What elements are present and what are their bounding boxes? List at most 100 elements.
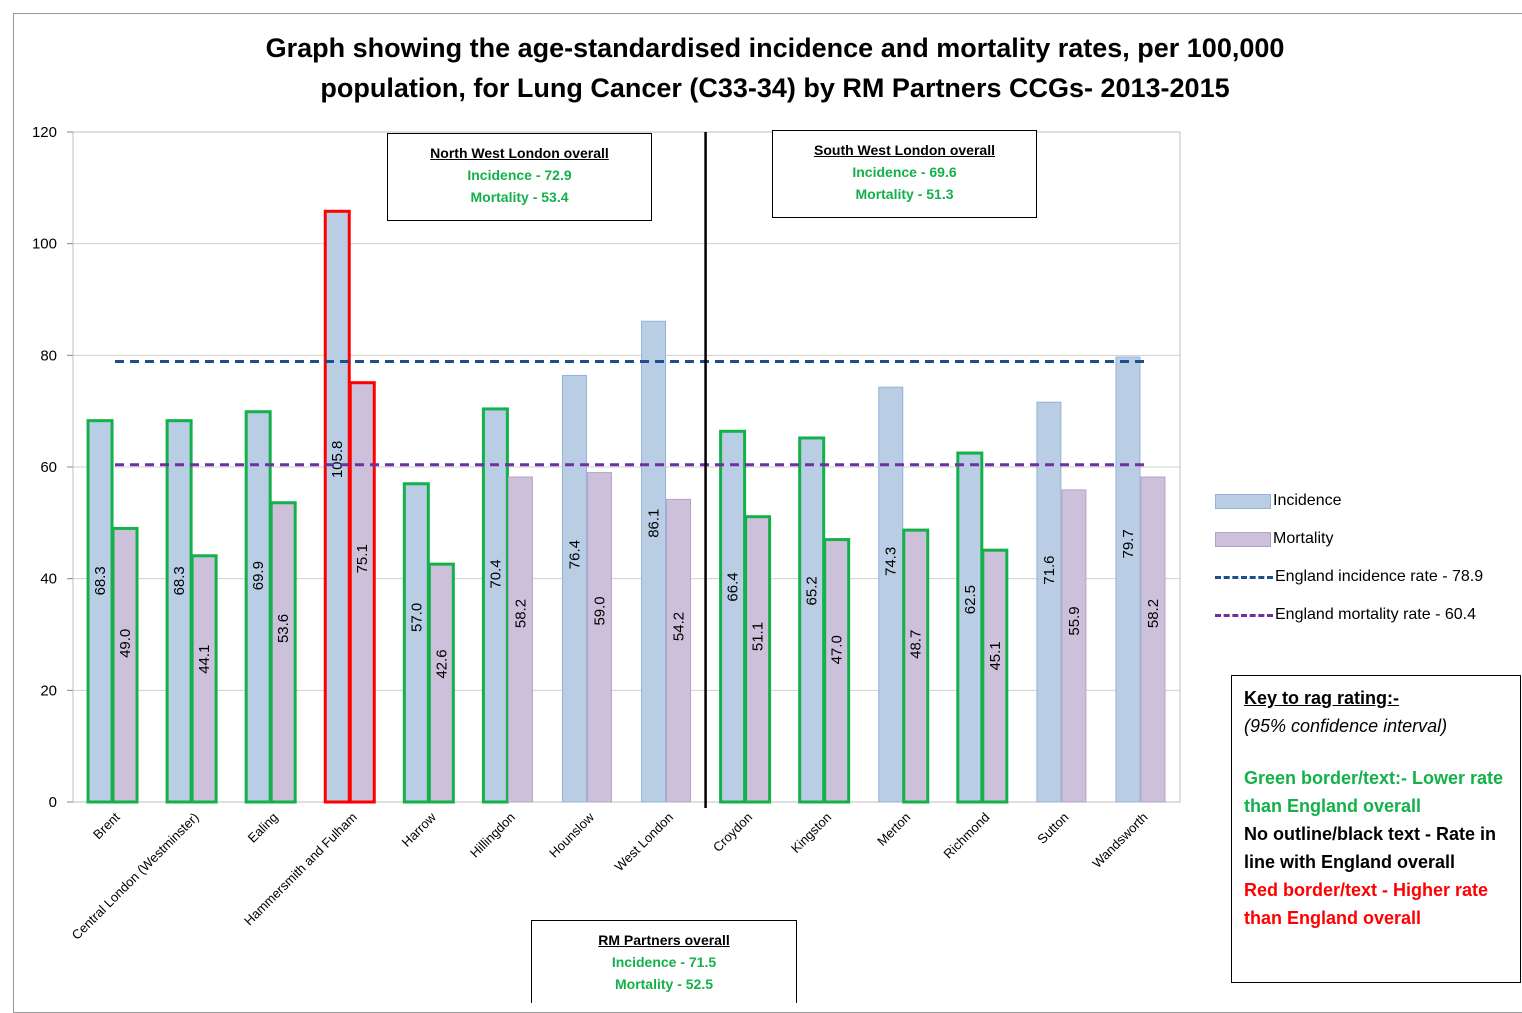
x-tick-label: Croydon xyxy=(710,810,755,855)
bar-mortality xyxy=(666,498,692,803)
value-label-mortality: 53.6 xyxy=(275,614,292,643)
x-tick-label: Brent xyxy=(90,809,123,842)
bar-mortality xyxy=(427,562,455,804)
rag-key-red: Red border/text - Higher rate than Engla… xyxy=(1244,880,1489,928)
sw-london-heading: South West London overall xyxy=(814,142,995,158)
y-tick-label: 40 xyxy=(40,571,57,588)
bar-mortality xyxy=(1140,476,1166,803)
legend-item-england-mortality: England mortality rate - 60.4 xyxy=(1215,606,1476,624)
bar-incidence xyxy=(798,436,826,804)
rag-key-green: Green border/text:- Lower rate than Engl… xyxy=(1244,768,1504,816)
bar-mortality xyxy=(586,472,612,803)
value-label-mortality: 49.0 xyxy=(117,629,134,658)
value-label-incidence: 70.4 xyxy=(487,559,504,588)
bar-incidence xyxy=(956,451,984,804)
x-tick-label: Sutton xyxy=(1034,810,1071,847)
value-label-mortality: 58.2 xyxy=(1145,599,1162,628)
bar-incidence xyxy=(561,374,587,803)
value-label-mortality: 54.2 xyxy=(671,612,688,641)
value-label-incidence: 62.5 xyxy=(962,585,979,614)
chart-title-line-2: population, for Lung Cancer (C33-34) by … xyxy=(320,73,1230,103)
value-label-mortality: 75.1 xyxy=(354,544,371,573)
chart-title-line-1: Graph showing the age-standardised incid… xyxy=(265,33,1285,63)
x-tick-label: West London xyxy=(612,810,677,875)
value-label-mortality: 51.1 xyxy=(750,622,767,651)
bar-mortality xyxy=(823,538,851,804)
value-label-mortality: 55.9 xyxy=(1066,606,1083,635)
x-tick-label: Ealing xyxy=(245,810,281,846)
bar-mortality xyxy=(1061,489,1087,803)
value-label-mortality: 47.0 xyxy=(829,635,846,664)
legend-label-england-mortality: England mortality rate - 60.4 xyxy=(1275,606,1476,623)
bar-incidence xyxy=(481,407,509,804)
legend-item-incidence: Incidence xyxy=(1215,492,1342,510)
rag-key-box: Key to rag rating:- (95% confidence inte… xyxy=(1231,675,1521,983)
rm-partners-incidence: Incidence - 71.5 xyxy=(611,954,717,970)
rm-partners-heading: RM Partners overall xyxy=(598,932,730,948)
bar-incidence xyxy=(402,482,430,804)
bar-incidence xyxy=(719,429,747,804)
y-tick-label: 80 xyxy=(40,347,57,364)
bar-mortality xyxy=(902,528,930,804)
sw-london-summary-box: South West London overall Incidence - 69… xyxy=(772,130,1037,218)
y-tick-label: 60 xyxy=(40,459,57,476)
bar-mortality xyxy=(269,501,297,804)
x-tick-label: Kingston xyxy=(788,810,834,856)
value-label-incidence: 57.0 xyxy=(408,603,425,632)
value-label-incidence: 76.4 xyxy=(566,540,583,569)
x-tick-label: Central London (Westminster) xyxy=(69,810,202,943)
x-tick-label: Richmond xyxy=(940,810,992,862)
bar-mortality xyxy=(111,526,139,804)
legend-label-mortality: Mortality xyxy=(1273,530,1334,547)
value-label-mortality: 48.7 xyxy=(908,630,925,659)
bar-incidence xyxy=(323,209,351,804)
value-label-mortality: 42.6 xyxy=(433,649,450,678)
x-tick-label: Hounslow xyxy=(546,809,597,860)
rag-key-black: No outline/black text - Rate in line wit… xyxy=(1244,824,1497,872)
nw-london-mortality: Mortality - 53.4 xyxy=(470,189,569,205)
x-tick-label: Harrow xyxy=(399,809,440,850)
legend-label-incidence: Incidence xyxy=(1273,492,1342,509)
value-label-mortality: 59.0 xyxy=(591,596,608,625)
value-label-incidence: 105.8 xyxy=(329,441,346,479)
value-label-mortality: 45.1 xyxy=(987,641,1004,670)
legend-swatch-mortality xyxy=(1215,531,1271,547)
y-tick-label: 120 xyxy=(32,124,57,141)
rag-key-title: Key to rag rating:- xyxy=(1244,688,1400,708)
bar-incidence xyxy=(1036,401,1062,803)
rag-key-subtitle: (95% confidence interval) xyxy=(1244,716,1448,736)
legend-swatch-incidence xyxy=(1215,493,1271,509)
bar-incidence xyxy=(641,320,667,803)
value-label-mortality: 44.1 xyxy=(196,645,213,674)
rm-partners-mortality: Mortality - 52.5 xyxy=(614,976,714,992)
bar-mortality xyxy=(744,515,772,804)
value-label-incidence: 68.3 xyxy=(92,566,109,595)
value-label-incidence: 79.7 xyxy=(1120,529,1137,558)
bar-mortality xyxy=(348,381,376,804)
value-label-incidence: 71.6 xyxy=(1041,556,1058,585)
value-label-mortality: 58.2 xyxy=(512,599,529,628)
bar-incidence xyxy=(165,419,193,804)
legend-label-england-incidence: England incidence rate - 78.9 xyxy=(1275,568,1484,585)
bar-incidence xyxy=(1115,356,1141,803)
nw-london-incidence: Incidence - 72.9 xyxy=(467,167,572,183)
legend-line-england-mortality xyxy=(1215,613,1273,617)
bar-mortality xyxy=(190,554,218,804)
bar-incidence xyxy=(878,386,904,803)
value-label-incidence: 69.9 xyxy=(250,561,267,590)
y-tick-label: 0 xyxy=(49,794,57,811)
sw-london-incidence: Incidence - 69.6 xyxy=(852,164,957,180)
x-tick-label: Hillingdon xyxy=(467,810,518,861)
rm-partners-summary-box: RM Partners overall Incidence - 71.5 Mor… xyxy=(531,920,797,1003)
value-label-incidence: 65.2 xyxy=(804,576,821,605)
legend-item-england-incidence: England incidence rate - 78.9 xyxy=(1215,568,1483,586)
value-label-incidence: 74.3 xyxy=(883,547,900,576)
value-label-incidence: 86.1 xyxy=(646,509,663,538)
value-label-incidence: 68.3 xyxy=(171,566,188,595)
nw-london-heading: North West London overall xyxy=(430,145,609,161)
sw-london-mortality: Mortality - 51.3 xyxy=(855,186,954,202)
y-tick-label: 100 xyxy=(32,236,57,253)
bar-mortality xyxy=(507,476,533,803)
x-tick-label: Merton xyxy=(874,810,913,849)
